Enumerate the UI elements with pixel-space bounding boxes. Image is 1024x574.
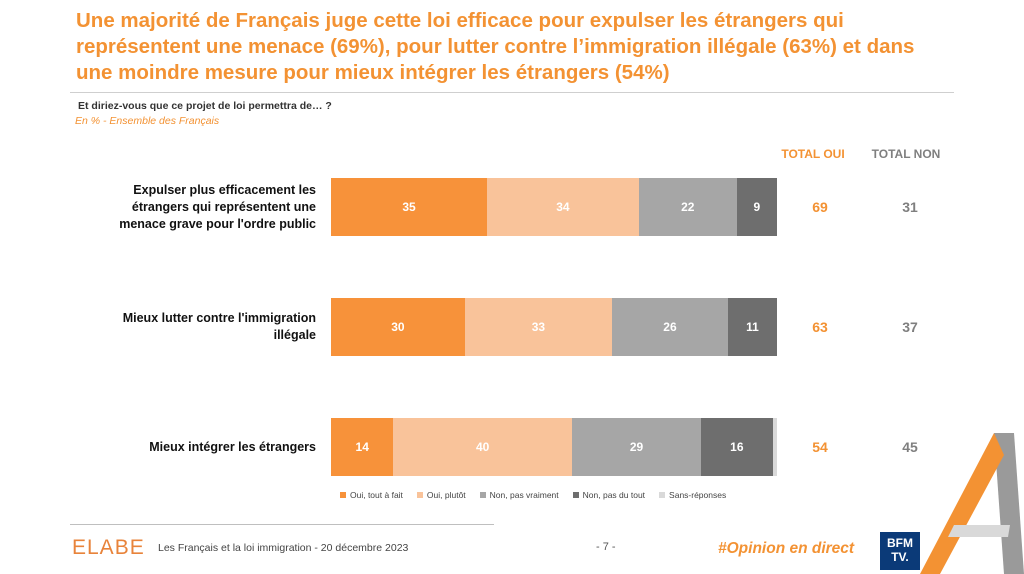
legend-item: Non, pas vraiment bbox=[479, 490, 559, 500]
legend-item: Sans-réponses bbox=[659, 490, 726, 500]
segment-value-label: 11 bbox=[746, 320, 759, 334]
stacked-bar: 30 33 26 11 bbox=[331, 298, 777, 356]
legend-swatch bbox=[572, 492, 579, 498]
total-no-value: 37 bbox=[902, 319, 918, 335]
bar-segment bbox=[772, 418, 777, 476]
legend-swatch bbox=[479, 492, 486, 498]
total-yes-value: 63 bbox=[812, 319, 828, 335]
segment-value-label: 9 bbox=[753, 200, 761, 214]
question-text: Et diriez-vous que ce projet de loi perm… bbox=[78, 100, 332, 112]
legend-swatch bbox=[416, 492, 423, 498]
bfm-logo-line2: TV. bbox=[891, 550, 909, 564]
total-no-value: 31 bbox=[902, 199, 918, 215]
row-label: Mieux intégrer les étrangers bbox=[149, 439, 316, 454]
row-label: Expulser plus efficacement les étrangers… bbox=[119, 182, 316, 231]
page-number: - 7 - bbox=[596, 541, 616, 553]
segment-value-label: 35 bbox=[402, 200, 416, 214]
segment-value-label: 33 bbox=[531, 320, 546, 334]
logo-text: ELABE bbox=[72, 536, 145, 559]
bar-segment: 9 bbox=[736, 178, 777, 236]
segment-value-label: 16 bbox=[730, 440, 744, 454]
bar-segment: 14 bbox=[331, 418, 394, 476]
legend-label: Oui, tout à fait bbox=[350, 490, 403, 500]
chart-legend: Oui, tout à fait Oui, plutôt Non, pas vrai… bbox=[340, 490, 726, 500]
segment-value-label: 14 bbox=[355, 440, 369, 454]
bar-segment: 11 bbox=[727, 298, 777, 356]
legend-label: Non, pas du tout bbox=[582, 490, 646, 500]
legend-swatch bbox=[659, 492, 666, 498]
bfmtv-logo: BFM TV. bbox=[880, 532, 920, 570]
bar-segment: 40 bbox=[393, 418, 572, 476]
segment-value-label: 30 bbox=[391, 320, 405, 334]
segment-value-label: 40 bbox=[475, 440, 490, 454]
footer-divider bbox=[70, 524, 494, 525]
bar-segment: 33 bbox=[464, 298, 612, 356]
bar-segment: 22 bbox=[638, 178, 737, 236]
bar-segment: 34 bbox=[487, 178, 639, 236]
bfm-logo-line1: BFM bbox=[887, 536, 913, 550]
legend-label: Sans-réponses bbox=[669, 490, 727, 500]
hashtag-text: #Opinion en direct bbox=[718, 540, 855, 557]
legend-label: Oui, plutôt bbox=[426, 490, 466, 500]
stacked-bar: 14 40 29 16 bbox=[331, 418, 777, 476]
total-yes-header: TOTAL OUI bbox=[781, 147, 845, 161]
base-text: En % - Ensemble des Français bbox=[75, 115, 220, 127]
total-yes-value: 54 bbox=[812, 439, 828, 455]
title-divider bbox=[70, 92, 954, 93]
decorative-triangle-icon bbox=[920, 433, 1024, 574]
legend-label: Non, pas vraiment bbox=[489, 490, 559, 500]
stacked-bar: 35 34 22 9 bbox=[331, 178, 777, 236]
bar-segment: 29 bbox=[571, 418, 702, 476]
bar-segment: 26 bbox=[611, 298, 728, 356]
footer-text: Les Français et la loi immigration - 20 … bbox=[158, 542, 409, 554]
bar-segment: 30 bbox=[331, 298, 465, 356]
legend-swatch bbox=[340, 492, 346, 498]
total-yes-value: 69 bbox=[812, 199, 828, 215]
elabe-logo: ELABE bbox=[72, 536, 145, 560]
bar-segment: 35 bbox=[331, 178, 488, 236]
legend-item: Oui, plutôt bbox=[416, 490, 466, 500]
segment-value-label: 29 bbox=[629, 440, 644, 454]
segment-value-label: 26 bbox=[663, 320, 677, 334]
legend-item: Oui, tout à fait bbox=[340, 490, 403, 500]
segment-value-label: 34 bbox=[556, 200, 570, 214]
bar-segment: 16 bbox=[701, 418, 773, 476]
segment-value-label: 22 bbox=[681, 200, 695, 214]
row-label: Mieux lutter contre l'immigration illéga… bbox=[122, 311, 316, 342]
total-no-value: 45 bbox=[902, 439, 918, 455]
total-no-header: TOTAL NON bbox=[871, 147, 941, 161]
slide-title: Une majorité de Français juge cette loi … bbox=[76, 9, 915, 84]
legend-item: Non, pas du tout bbox=[572, 490, 646, 500]
